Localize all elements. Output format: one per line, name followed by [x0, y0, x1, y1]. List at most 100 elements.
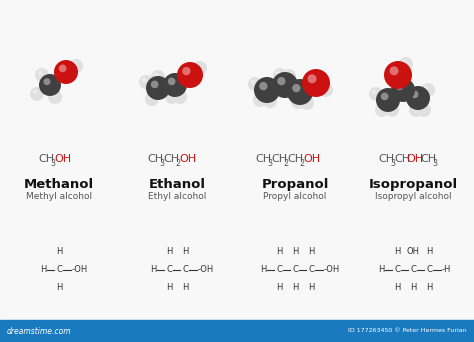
Text: H: H — [394, 248, 400, 256]
Circle shape — [390, 66, 399, 75]
Circle shape — [287, 79, 313, 105]
Text: H: H — [394, 284, 400, 292]
Text: CH: CH — [420, 154, 436, 164]
Text: H: H — [378, 265, 384, 275]
Circle shape — [72, 62, 76, 66]
Circle shape — [193, 61, 207, 75]
Circle shape — [417, 103, 431, 117]
Circle shape — [30, 87, 44, 101]
Text: H: H — [308, 284, 314, 292]
Circle shape — [277, 77, 285, 85]
Circle shape — [411, 91, 419, 98]
Circle shape — [372, 90, 376, 94]
Circle shape — [165, 90, 179, 104]
Text: H: H — [292, 284, 298, 292]
Circle shape — [388, 106, 392, 110]
Circle shape — [302, 69, 330, 97]
Circle shape — [151, 81, 158, 88]
Text: C: C — [276, 265, 282, 275]
Circle shape — [322, 86, 326, 90]
Text: C: C — [166, 265, 172, 275]
Text: 2: 2 — [299, 158, 304, 168]
Text: H: H — [150, 265, 156, 275]
Text: -H: -H — [442, 265, 451, 275]
Circle shape — [69, 59, 83, 73]
Text: CH: CH — [147, 154, 163, 164]
Circle shape — [253, 93, 267, 107]
Circle shape — [142, 78, 146, 82]
Circle shape — [292, 84, 301, 92]
Text: 2: 2 — [283, 158, 288, 168]
Circle shape — [402, 60, 406, 64]
Text: OH: OH — [54, 154, 71, 164]
Circle shape — [51, 93, 55, 97]
Text: H: H — [308, 248, 314, 256]
Text: CH: CH — [394, 154, 410, 164]
Circle shape — [273, 68, 287, 82]
Circle shape — [44, 78, 50, 85]
Circle shape — [266, 97, 270, 101]
Circle shape — [163, 73, 187, 97]
Text: Ethanol: Ethanol — [148, 178, 206, 191]
Circle shape — [148, 95, 152, 99]
Circle shape — [35, 68, 49, 82]
Circle shape — [145, 92, 159, 106]
Text: H: H — [426, 248, 432, 256]
Circle shape — [154, 73, 158, 77]
Circle shape — [282, 69, 296, 83]
Circle shape — [33, 90, 37, 94]
Circle shape — [300, 96, 314, 110]
Circle shape — [303, 98, 307, 103]
Circle shape — [420, 106, 424, 110]
Text: -OH: -OH — [324, 265, 340, 275]
Text: C: C — [410, 265, 416, 275]
Text: CH: CH — [38, 154, 54, 164]
Circle shape — [151, 70, 165, 84]
Text: H: H — [410, 284, 416, 292]
Text: CH: CH — [163, 154, 179, 164]
Text: 3: 3 — [267, 158, 272, 168]
Circle shape — [272, 72, 298, 98]
Text: dreamstime.com: dreamstime.com — [7, 327, 72, 336]
Circle shape — [139, 75, 153, 89]
Circle shape — [254, 77, 280, 103]
Text: C: C — [426, 265, 432, 275]
Text: OH: OH — [179, 154, 196, 164]
Circle shape — [54, 60, 78, 84]
Text: H: H — [260, 265, 266, 275]
Text: CH: CH — [255, 154, 271, 164]
Text: H: H — [276, 284, 282, 292]
Text: OH: OH — [303, 154, 320, 164]
Circle shape — [378, 106, 382, 110]
Circle shape — [308, 74, 317, 83]
Text: H: H — [166, 248, 172, 256]
Circle shape — [384, 61, 412, 89]
Circle shape — [294, 98, 298, 102]
Circle shape — [168, 78, 175, 85]
Text: CH: CH — [287, 154, 303, 164]
Text: 2: 2 — [175, 158, 180, 168]
Text: H: H — [292, 248, 298, 256]
Circle shape — [396, 82, 403, 90]
Circle shape — [182, 67, 191, 75]
Text: H: H — [166, 284, 172, 292]
Circle shape — [276, 71, 280, 75]
Circle shape — [285, 72, 289, 76]
Circle shape — [376, 88, 400, 112]
Text: OH: OH — [406, 154, 423, 164]
Circle shape — [173, 90, 187, 104]
Text: 3: 3 — [432, 158, 437, 168]
Text: Methanol: Methanol — [24, 178, 94, 191]
Text: H: H — [56, 284, 62, 292]
Circle shape — [39, 74, 61, 96]
Text: C: C — [292, 265, 298, 275]
Text: ID 177263450 © Peter Hermes Furian: ID 177263450 © Peter Hermes Furian — [348, 329, 467, 333]
Text: H: H — [426, 284, 432, 292]
Circle shape — [399, 57, 413, 71]
Circle shape — [412, 106, 416, 110]
Text: C: C — [308, 265, 314, 275]
Circle shape — [391, 78, 415, 102]
Text: 3: 3 — [159, 158, 164, 168]
Circle shape — [59, 65, 66, 72]
Circle shape — [248, 77, 262, 91]
